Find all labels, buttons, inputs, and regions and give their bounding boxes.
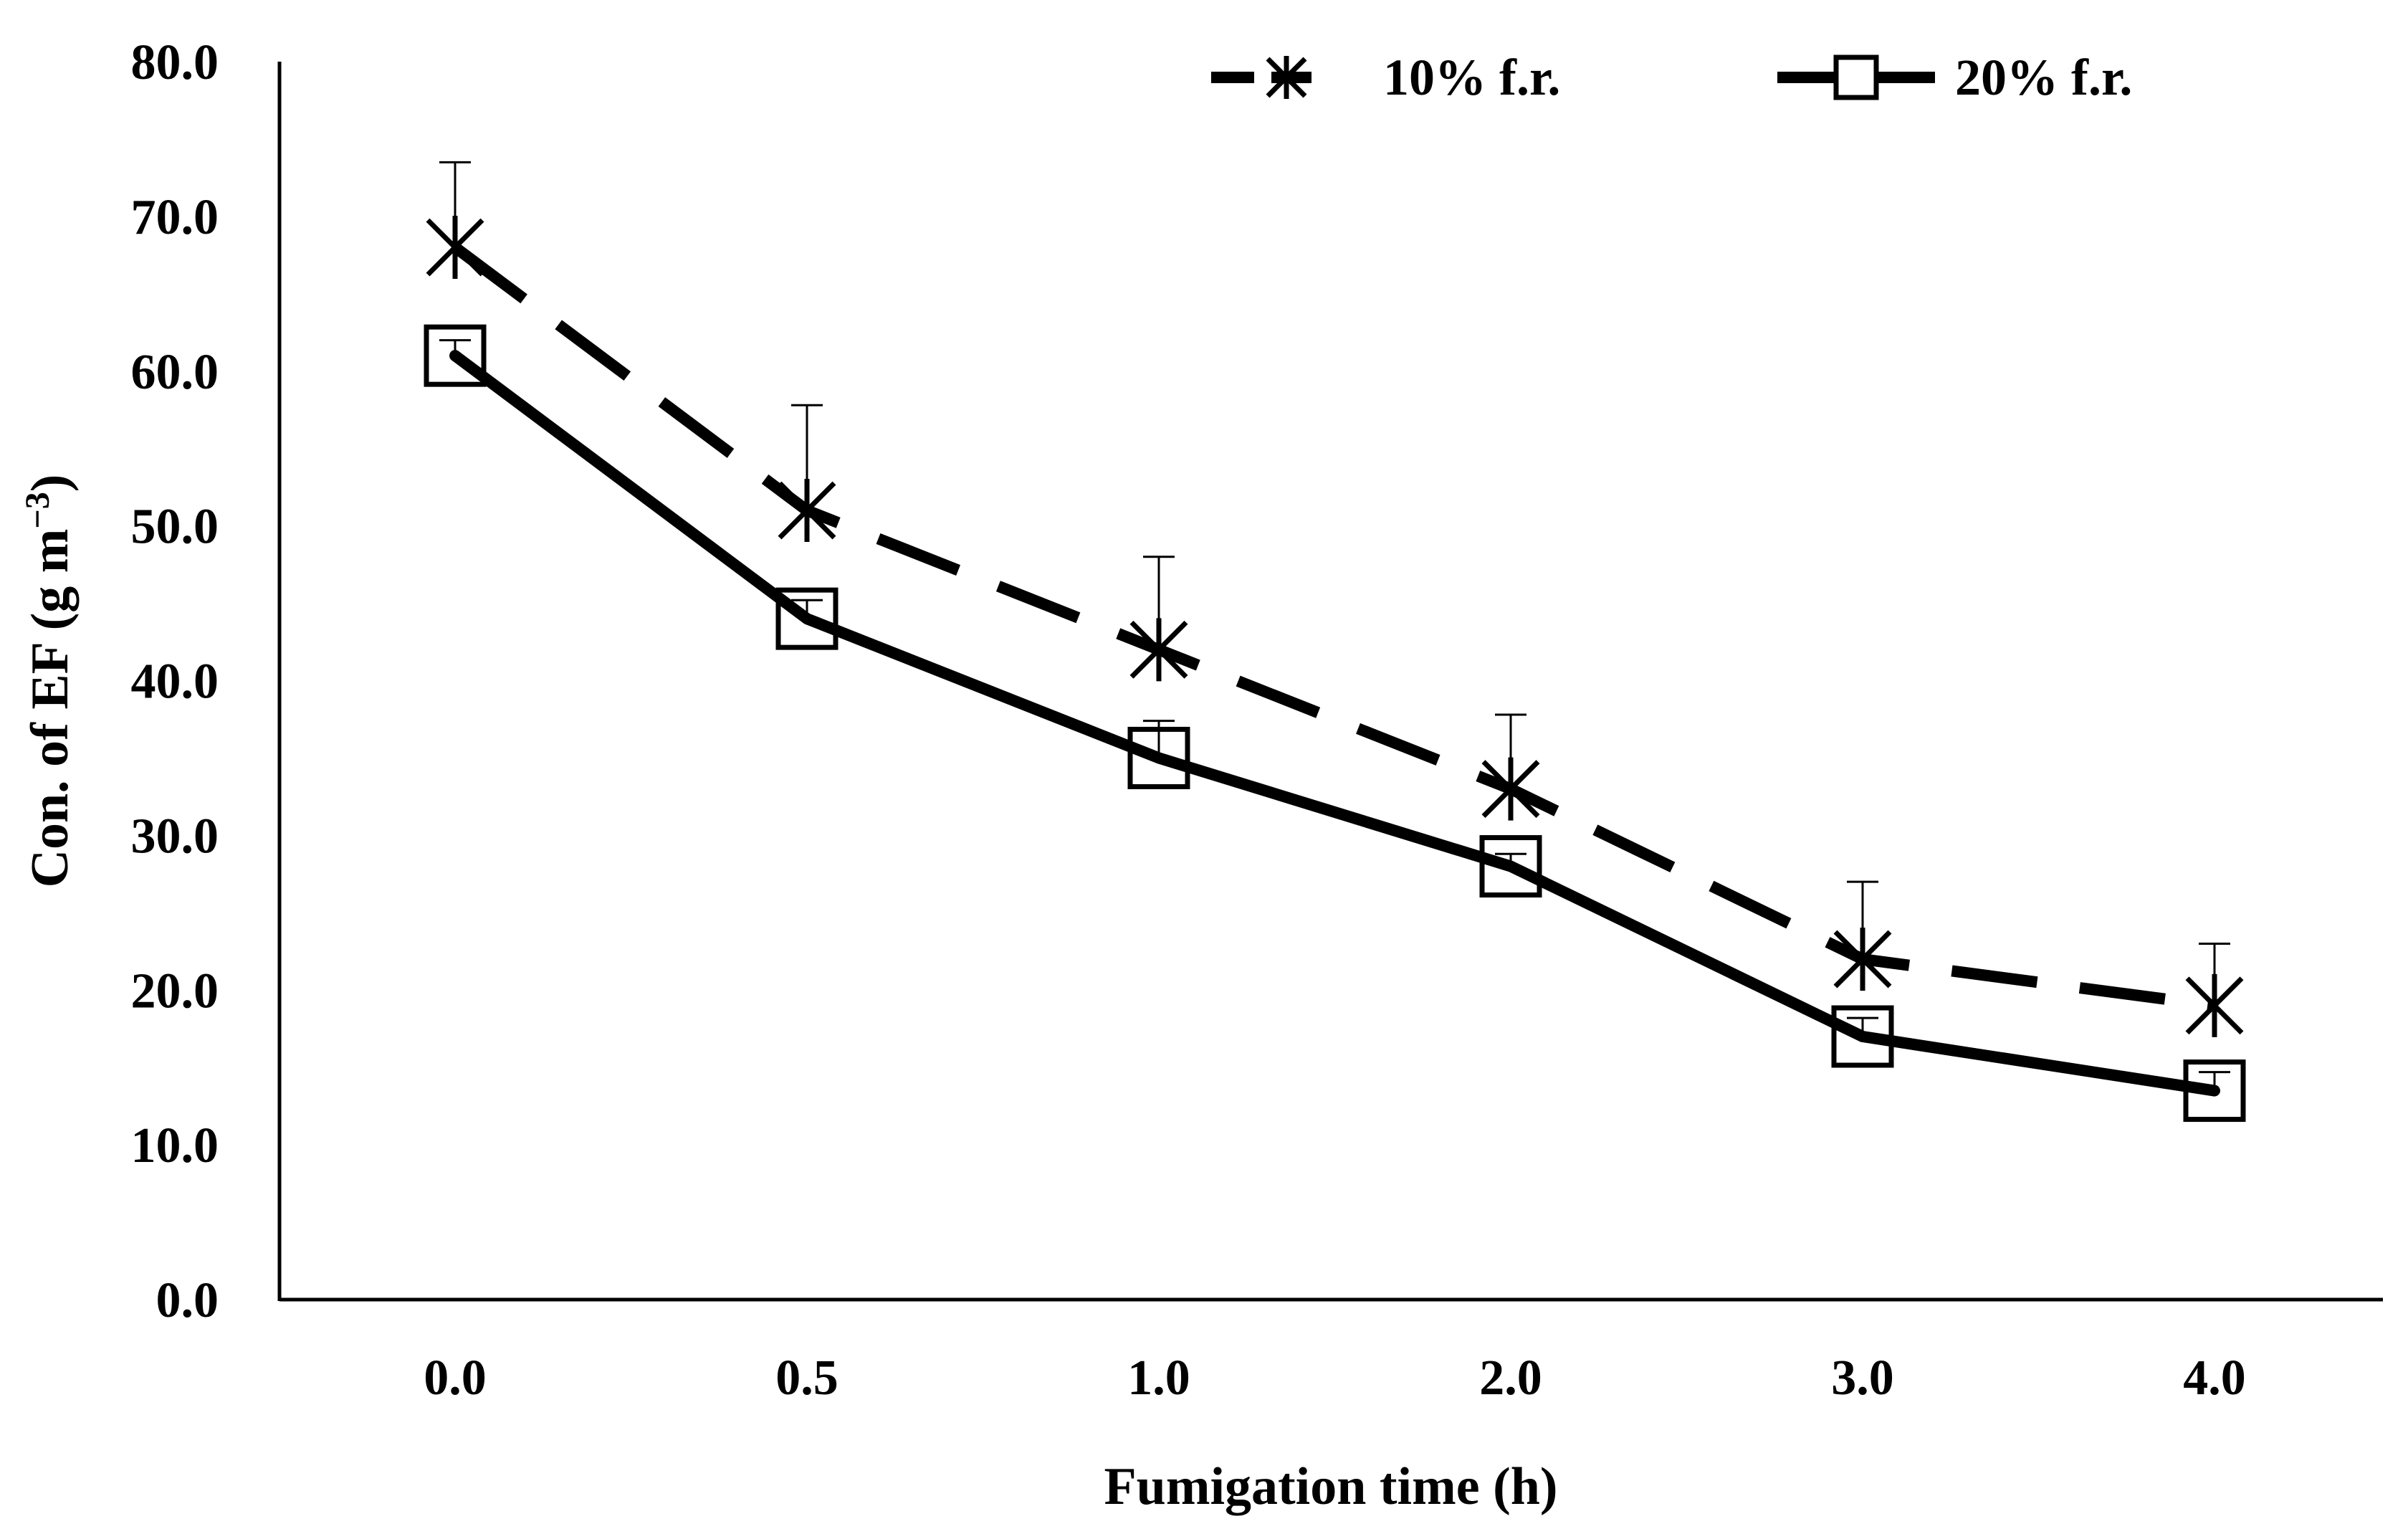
data-point-square: [2183, 1059, 2246, 1123]
legend-square-marker: [1833, 54, 1879, 100]
data-point-square: [775, 587, 838, 650]
plot-series-layer: [424, 161, 2246, 1123]
x-tick-labels: 0.0 0.5 1.0 2.0 3.0 4.0: [424, 1350, 2246, 1406]
series-line-2: [449, 350, 2220, 1097]
y-tick-label: 0.0: [156, 1273, 219, 1328]
y-tick-label: 30.0: [131, 809, 219, 864]
data-point-asterisk: [1129, 618, 1188, 682]
x-tick-label: 1.0: [1127, 1350, 1190, 1406]
x-tick-label: 3.0: [1831, 1350, 1894, 1406]
y-tick-label: 70.0: [131, 190, 219, 245]
y-tick-labels: 0.0 10.0 20.0 30.0 40.0 50.0 60.0 70.0 80.0: [131, 35, 219, 1328]
data-point-square: [1479, 835, 1542, 898]
data-point-asterisk: [1481, 757, 1540, 821]
x-tick-label: 0.0: [424, 1350, 487, 1406]
series-1: [426, 161, 2244, 1037]
legend-entry-10pct: 10% f.r.: [1211, 49, 1560, 106]
data-point-square: [1127, 726, 1190, 789]
y-tick-label: 60.0: [131, 345, 219, 400]
data-point-asterisk: [426, 216, 484, 280]
legend-label-20pct: 20% f.r.: [1955, 49, 2132, 106]
x-axis-title: Fumigation time (h): [1104, 1457, 1557, 1516]
series-line-1: [452, 242, 2216, 1011]
y-axis-title-close: ): [21, 475, 80, 492]
series-2: [424, 324, 2246, 1123]
axes: [277, 62, 2383, 1302]
y-tick-label: 10.0: [131, 1118, 219, 1173]
data-point-asterisk: [1833, 928, 1892, 991]
y-axis-title-main: Con. of EF (g m: [21, 529, 80, 888]
data-point-asterisk: [778, 479, 836, 543]
y-axis-title: Con. of EF (g m−3): [19, 475, 80, 888]
data-point-square: [424, 324, 487, 387]
legend-label-10pct: 10% f.r.: [1383, 49, 1560, 106]
x-tick-label: 0.5: [775, 1350, 838, 1406]
y-tick-label: 20.0: [131, 963, 219, 1019]
x-tick-label: 2.0: [1479, 1350, 1542, 1406]
y-tick-label: 50.0: [131, 500, 219, 555]
data-point-square: [1831, 1005, 1894, 1068]
y-tick-label: 40.0: [131, 654, 219, 710]
legend-entry-20pct: 20% f.r.: [1777, 49, 2132, 106]
legend-asterisk-marker: [1266, 56, 1307, 99]
y-axis-title-superscript: −3: [19, 492, 57, 528]
data-point-asterisk: [2185, 973, 2244, 1037]
x-tick-label: 4.0: [2183, 1350, 2246, 1406]
legend: 10% f.r. 20% f.r.: [1211, 49, 2132, 106]
y-tick-label: 80.0: [131, 35, 219, 90]
